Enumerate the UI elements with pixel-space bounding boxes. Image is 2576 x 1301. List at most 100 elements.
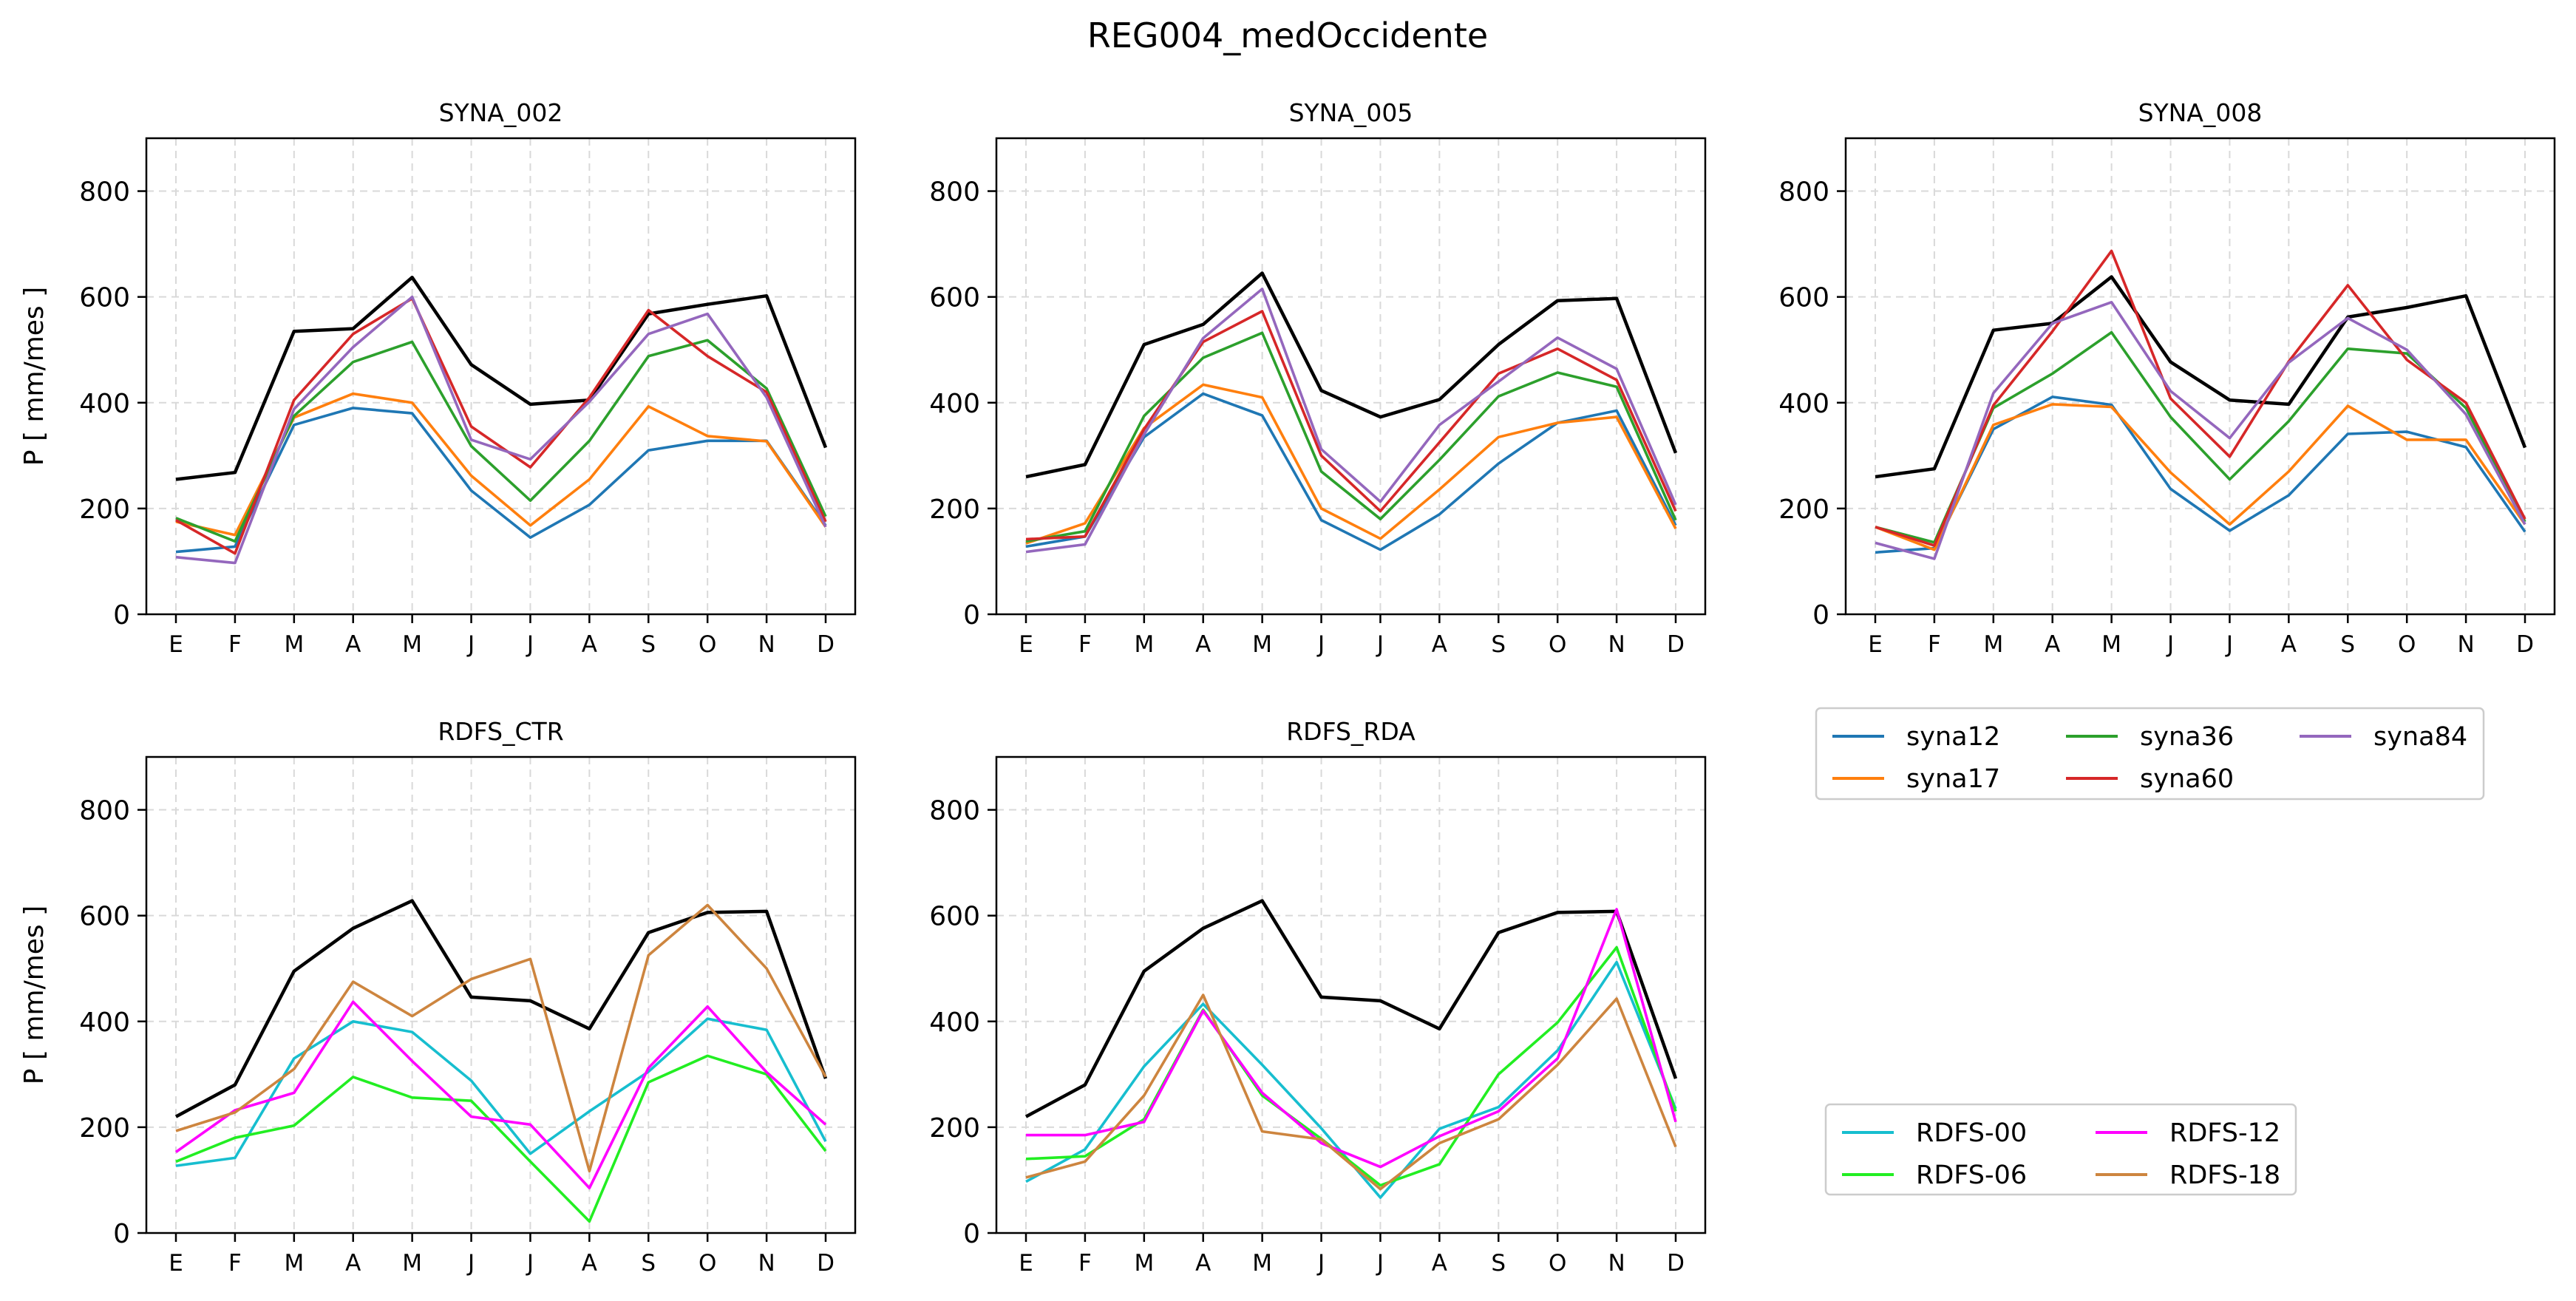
x-tick-label: A	[1195, 1250, 1211, 1277]
x-tick-label: E	[1019, 631, 1033, 658]
series-line-syna84	[1025, 288, 1677, 554]
x-tick-label: N	[758, 631, 775, 658]
x-tick-label: O	[2398, 631, 2416, 658]
legend-label: syna36	[2140, 722, 2234, 752]
subplot-0: 0 200 400 600 800 E F M A M J J A S O N D SYNA_002 P [ mm/…	[19, 98, 857, 658]
subplot-title: SYNA_005	[1289, 98, 1413, 127]
subplot-grid: 0 200 400 600 800 E F M A M J J A S O N D SYNA_002 P [ mm/…	[19, 98, 2556, 1277]
x-tick-label: M	[402, 1250, 422, 1277]
subplot-4: 0 200 400 600 800 E F M A M J J A S O N D RDFS_RDA	[929, 717, 1707, 1277]
series-line-syna60	[1025, 310, 1677, 541]
y-tick-label: 0	[1812, 600, 1829, 631]
y-tick-label: 200	[929, 495, 980, 525]
x-tick-label: E	[1868, 631, 1883, 658]
legend-label: syna17	[1906, 764, 2000, 794]
y-tick-label: 800	[79, 177, 130, 208]
axes-frame	[995, 755, 1707, 1234]
y-tick-label: 200	[79, 495, 130, 525]
x-tick-label: S	[1491, 1250, 1506, 1277]
y-tick-label: 800	[929, 796, 980, 826]
series-line-syna84	[175, 295, 827, 565]
legend-label: syna84	[2373, 722, 2467, 752]
x-tick-label: S	[1491, 631, 1506, 658]
x-tick-label: D	[817, 1250, 835, 1277]
x-tick-label: M	[1134, 631, 1154, 658]
x-tick-label: A	[345, 1250, 361, 1277]
x-tick-label: N	[1608, 1250, 1625, 1277]
x-tick-label: M	[1134, 1250, 1154, 1277]
subplot-title: RDFS_RDA	[1286, 717, 1416, 746]
series-line-syna17	[1875, 403, 2526, 551]
series-line-reference	[1875, 275, 2527, 479]
x-tick-label: A	[1432, 631, 1447, 658]
x-tick-label: M	[284, 1250, 304, 1277]
axes-frame	[1844, 137, 2556, 616]
x-tick-label: A	[2045, 631, 2060, 658]
y-tick-label: 600	[79, 283, 130, 313]
legend-label: RDFS-12	[2169, 1118, 2280, 1148]
x-tick-label: M	[402, 631, 422, 658]
x-tick-label: S	[2340, 631, 2355, 658]
x-tick-label: S	[641, 1250, 656, 1277]
axes-frame	[145, 755, 857, 1234]
x-tick-label: A	[1432, 1250, 1447, 1277]
x-tick-label: E	[169, 1250, 183, 1277]
series-line-syna12	[1875, 395, 2526, 554]
x-tick-label: E	[169, 631, 183, 658]
y-tick-label: 400	[929, 1008, 980, 1038]
series-line-rdfs-00	[175, 1017, 827, 1167]
x-tick-label: S	[641, 631, 656, 658]
subplot-title: SYNA_002	[439, 98, 563, 127]
x-tick-label: M	[1252, 631, 1272, 658]
legend-syna: syna12 syna17 syna36 syna60 syna84	[1815, 707, 2485, 801]
series-line-rdfs-06	[175, 1054, 827, 1223]
y-tick-label: 400	[929, 389, 980, 419]
y-tick-label: 800	[1778, 177, 1829, 208]
x-tick-label: M	[1983, 631, 2003, 658]
x-tick-label: O	[1549, 1250, 1566, 1277]
x-tick-label: D	[2516, 631, 2534, 658]
series-line-syna36	[1025, 331, 1677, 543]
x-tick-label: N	[1608, 631, 1625, 658]
x-tick-label: M	[1252, 1250, 1272, 1277]
x-tick-label: J	[526, 1250, 534, 1277]
x-tick-label: J	[1316, 631, 1325, 658]
x-tick-label: M	[2101, 631, 2121, 658]
x-tick-label: N	[758, 1250, 775, 1277]
x-tick-label: D	[1667, 631, 1685, 658]
x-tick-label: J	[466, 1250, 475, 1277]
y-tick-label: 0	[113, 1219, 130, 1249]
series-line-reference	[175, 275, 828, 481]
series-line-rdfs-12	[1026, 908, 1677, 1169]
x-tick-label: D	[1667, 1250, 1685, 1277]
x-tick-label: N	[2457, 631, 2474, 658]
x-tick-label: M	[284, 631, 304, 658]
x-tick-label: F	[1928, 631, 1941, 658]
y-tick-label: 600	[79, 902, 130, 932]
figure-title: REG004_medOccidente	[1087, 16, 1488, 55]
x-tick-label: A	[345, 631, 361, 658]
axes-frame	[145, 137, 857, 616]
x-tick-label: F	[1078, 631, 1092, 658]
y-tick-label: 400	[1778, 389, 1829, 419]
subplot-title: RDFS_CTR	[438, 717, 563, 746]
x-tick-label: A	[582, 1250, 597, 1277]
subplot-title: SYNA_008	[2138, 98, 2263, 127]
x-tick-label: J	[526, 631, 534, 658]
x-tick-label: J	[2166, 631, 2174, 658]
x-tick-label: O	[699, 1250, 716, 1277]
legend-frame	[1815, 707, 2485, 801]
series-line-rdfs-18	[1025, 993, 1677, 1191]
x-tick-label: F	[1078, 1250, 1092, 1277]
x-tick-label: D	[817, 631, 835, 658]
y-tick-label: 200	[1778, 495, 1829, 525]
x-tick-label: A	[2281, 631, 2297, 658]
x-tick-label: J	[466, 631, 475, 658]
y-tick-label: 0	[963, 600, 980, 631]
x-tick-label: J	[1376, 1250, 1384, 1277]
y-tick-label: 600	[1778, 283, 1829, 313]
subplot-1: 0 200 400 600 800 E F M A M J J A S O N D SYNA_005	[929, 98, 1707, 658]
y-tick-label: 800	[929, 177, 980, 208]
legend-frame	[1824, 1103, 2297, 1196]
